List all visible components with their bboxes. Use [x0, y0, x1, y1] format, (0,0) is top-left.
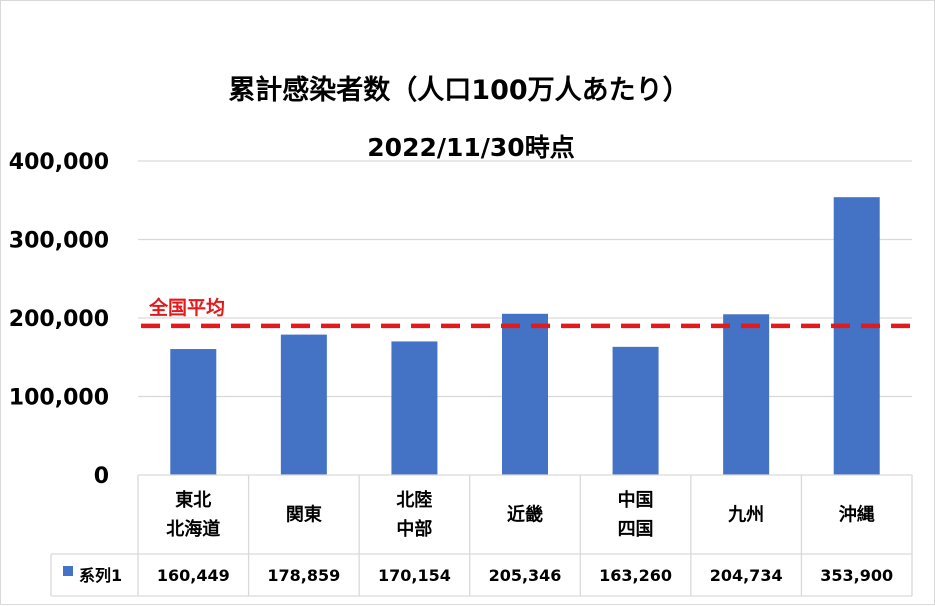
bar: [502, 313, 548, 475]
x-tick-label: 北陸: [396, 489, 432, 511]
data-label: 205,346: [489, 566, 562, 585]
data-label: 204,734: [710, 566, 783, 585]
legend-label: 系列1: [79, 566, 122, 585]
x-tick-label: 沖縄: [839, 504, 875, 526]
bar: [391, 341, 438, 475]
y-tick-label: 200,000: [9, 307, 109, 332]
bar: [833, 197, 880, 475]
x-tick-label: 四国: [618, 519, 654, 540]
data-label: 163,260: [599, 566, 672, 585]
bar: [280, 334, 327, 475]
bar: [723, 314, 770, 475]
x-tick-label: 北海道: [166, 518, 220, 540]
data-label: 170,154: [378, 566, 451, 585]
x-tick-label: 近畿: [507, 504, 543, 526]
average-line-label: 全国平均: [148, 296, 225, 319]
y-tick-label: 100,000: [9, 386, 109, 411]
y-tick-label: 400,000: [9, 150, 109, 175]
y-tick-label: 300,000: [9, 229, 109, 254]
x-tick-label: 中部: [396, 518, 432, 540]
bar: [170, 349, 217, 475]
data-label: 353,900: [820, 566, 893, 585]
x-tick-label: 九州: [727, 505, 764, 526]
x-tick-label: 中国: [618, 489, 654, 511]
y-tick-label: 0: [94, 464, 109, 489]
x-tick-label: 関東: [286, 504, 322, 526]
chart-subtitle: 2022/11/30時点: [367, 133, 574, 162]
data-label: 178,859: [267, 566, 340, 585]
x-tick-label: 東北: [175, 489, 211, 511]
chart-title: 累計感染者数（人口100万人あたり）: [228, 74, 689, 106]
bar: [612, 346, 659, 475]
legend-swatch: [63, 566, 73, 576]
data-label: 160,449: [157, 566, 230, 585]
